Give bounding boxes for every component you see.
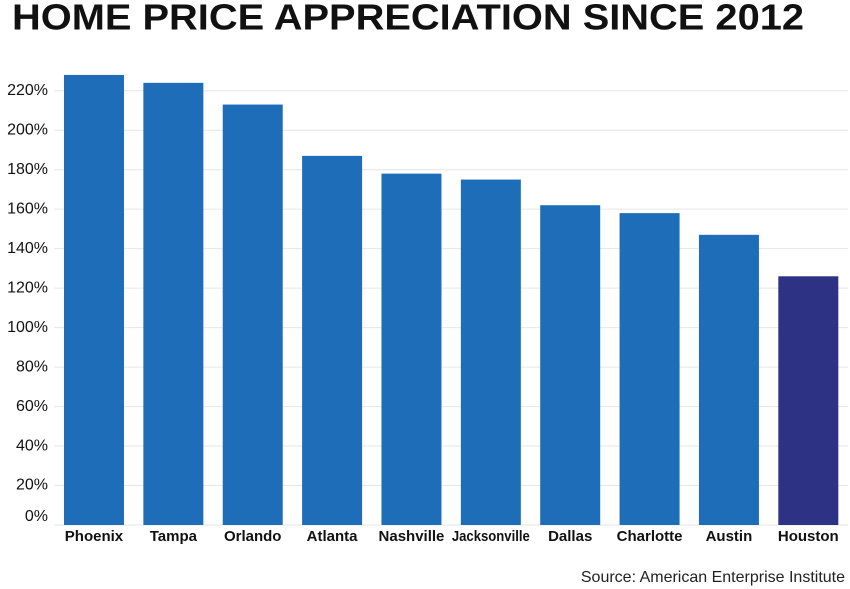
source-note: Source: American Enterprise Institute (581, 569, 845, 586)
y-tick-label: 0% (25, 508, 48, 525)
bar (302, 155, 363, 525)
bar (143, 82, 204, 525)
y-tick-label: 40% (16, 437, 48, 454)
bar (778, 276, 839, 525)
bar (63, 74, 124, 526)
y-tick-label: 80% (16, 358, 48, 375)
y-tick-label: 60% (16, 398, 48, 415)
bar (381, 173, 442, 525)
x-tick-label: Dallas (548, 528, 592, 545)
x-tick-label: Atlanta (307, 528, 358, 545)
chart-title: HOME PRICE APPRECIATION SINCE 2012 (12, 0, 804, 38)
bar (540, 205, 601, 526)
x-tick-label: Nashville (379, 528, 445, 545)
y-tick-label: 200% (7, 121, 48, 138)
x-tick-label: Charlotte (617, 528, 683, 545)
y-tick-label: 20% (16, 477, 48, 494)
y-tick-label: 120% (7, 279, 48, 296)
y-tick-label: 100% (7, 319, 48, 336)
x-tick-label: Jacksonville (452, 528, 530, 545)
bar (222, 104, 283, 525)
bar (619, 213, 680, 525)
x-tick-label: Houston (778, 528, 839, 545)
x-tick-label: Tampa (150, 528, 198, 545)
y-tick-label: 140% (7, 240, 48, 257)
y-tick-label: 180% (7, 161, 48, 178)
bar (698, 234, 759, 525)
y-tick-label: 220% (7, 82, 48, 99)
x-tick-label: Orlando (224, 528, 282, 545)
x-tick-label: Austin (706, 528, 753, 545)
y-tick-label: 160% (7, 200, 48, 217)
bar (460, 179, 521, 525)
x-tick-label: Phoenix (65, 528, 124, 545)
